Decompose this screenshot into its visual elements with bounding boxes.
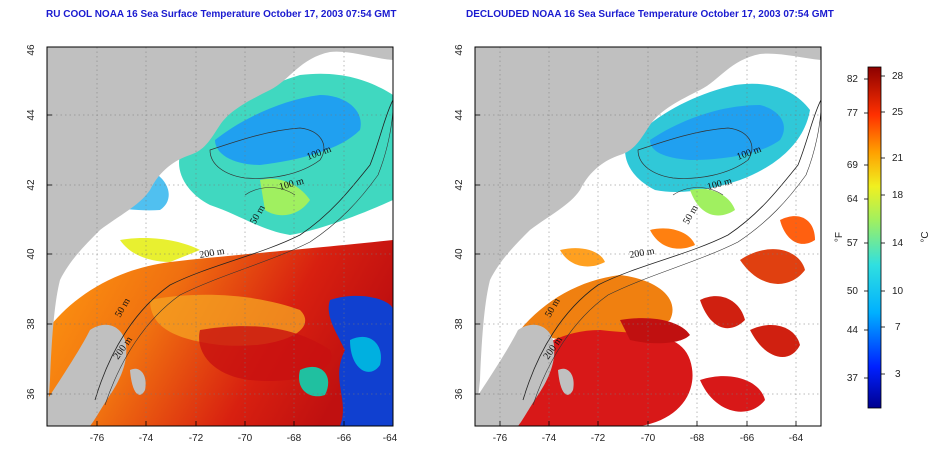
right-ytick: 42 — [454, 179, 465, 191]
right-xtick: -70 — [641, 433, 656, 444]
colorbar-f-tick: 77 — [847, 108, 859, 119]
colorbar-c-tick: 3 — [895, 369, 901, 380]
left-panel-title: RU COOL NOAA 16 Sea Surface Temperature … — [46, 9, 397, 20]
right-panel-title: DECLOUDED NOAA 16 Sea Surface Temperatur… — [466, 9, 834, 20]
colorbar-f-tick: 69 — [847, 160, 859, 171]
left-ytick: 46 — [26, 44, 37, 56]
colorbar — [867, 66, 882, 409]
right-ytick: 46 — [454, 44, 465, 56]
left-ytick: 40 — [26, 248, 37, 260]
left-map: 100 m 100 m 50 m 200 m 50 m 200 m — [47, 47, 393, 426]
right-ytick: 40 — [454, 248, 465, 260]
left-xtick: -74 — [139, 433, 154, 444]
colorbar-c-tick: 21 — [892, 153, 904, 164]
colorbar-c-tick: 10 — [892, 286, 904, 297]
left-xtick: -66 — [337, 433, 352, 444]
left-xtick: -76 — [90, 433, 105, 444]
right-map: 100 m 100 m 50 m 200 m 50 m 200 m — [475, 47, 821, 426]
colorbar-celsius-label: °C — [920, 231, 931, 242]
colorbar-f-tick: 57 — [847, 238, 859, 249]
right-xtick: -64 — [789, 433, 804, 444]
colorbar-f-tick: 50 — [847, 286, 859, 297]
colorbar-f-tick: 37 — [847, 373, 859, 384]
colorbar-c-tick: 7 — [895, 322, 901, 333]
right-xtick: -68 — [690, 433, 705, 444]
contour-label-200m-a: 200 m — [629, 246, 656, 261]
colorbar-c-tick: 28 — [892, 71, 904, 82]
left-xtick: -72 — [189, 433, 204, 444]
right-xtick: -76 — [493, 433, 508, 444]
colorbar-f-tick: 64 — [847, 194, 859, 205]
left-xtick: -64 — [383, 433, 398, 444]
left-ytick: 44 — [26, 109, 37, 121]
contour-label-200m-a: 200 m — [199, 246, 226, 261]
right-xtick: -66 — [740, 433, 755, 444]
right-xtick: -72 — [591, 433, 606, 444]
colorbar-f-tick: 44 — [847, 325, 859, 336]
colorbar-fahrenheit-label: °F — [834, 232, 845, 242]
left-map-frame — [46, 46, 394, 427]
left-ytick: 42 — [26, 179, 37, 191]
left-xtick: -70 — [238, 433, 253, 444]
left-xtick: -68 — [287, 433, 302, 444]
colorbar-f-tick: 82 — [847, 74, 859, 85]
left-ytick: 36 — [26, 388, 37, 400]
right-ytick: 36 — [454, 388, 465, 400]
right-xtick: -74 — [542, 433, 557, 444]
colorbar-c-tick: 18 — [892, 190, 904, 201]
colorbar-c-tick: 14 — [892, 238, 904, 249]
colorbar-c-tick: 25 — [892, 107, 904, 118]
right-ytick: 44 — [454, 109, 465, 121]
right-ytick: 38 — [454, 318, 465, 330]
left-ytick: 38 — [26, 318, 37, 330]
